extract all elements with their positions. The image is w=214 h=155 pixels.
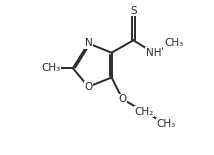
Text: NH: NH: [146, 48, 161, 58]
Text: CH₃: CH₃: [42, 63, 61, 73]
Text: S: S: [130, 6, 137, 16]
Text: CH₂: CH₂: [135, 107, 154, 117]
Text: CH₃: CH₃: [156, 119, 175, 129]
Text: N: N: [85, 38, 92, 48]
Text: O: O: [84, 82, 92, 92]
Text: O: O: [118, 94, 127, 104]
Text: CH₃: CH₃: [164, 38, 183, 48]
